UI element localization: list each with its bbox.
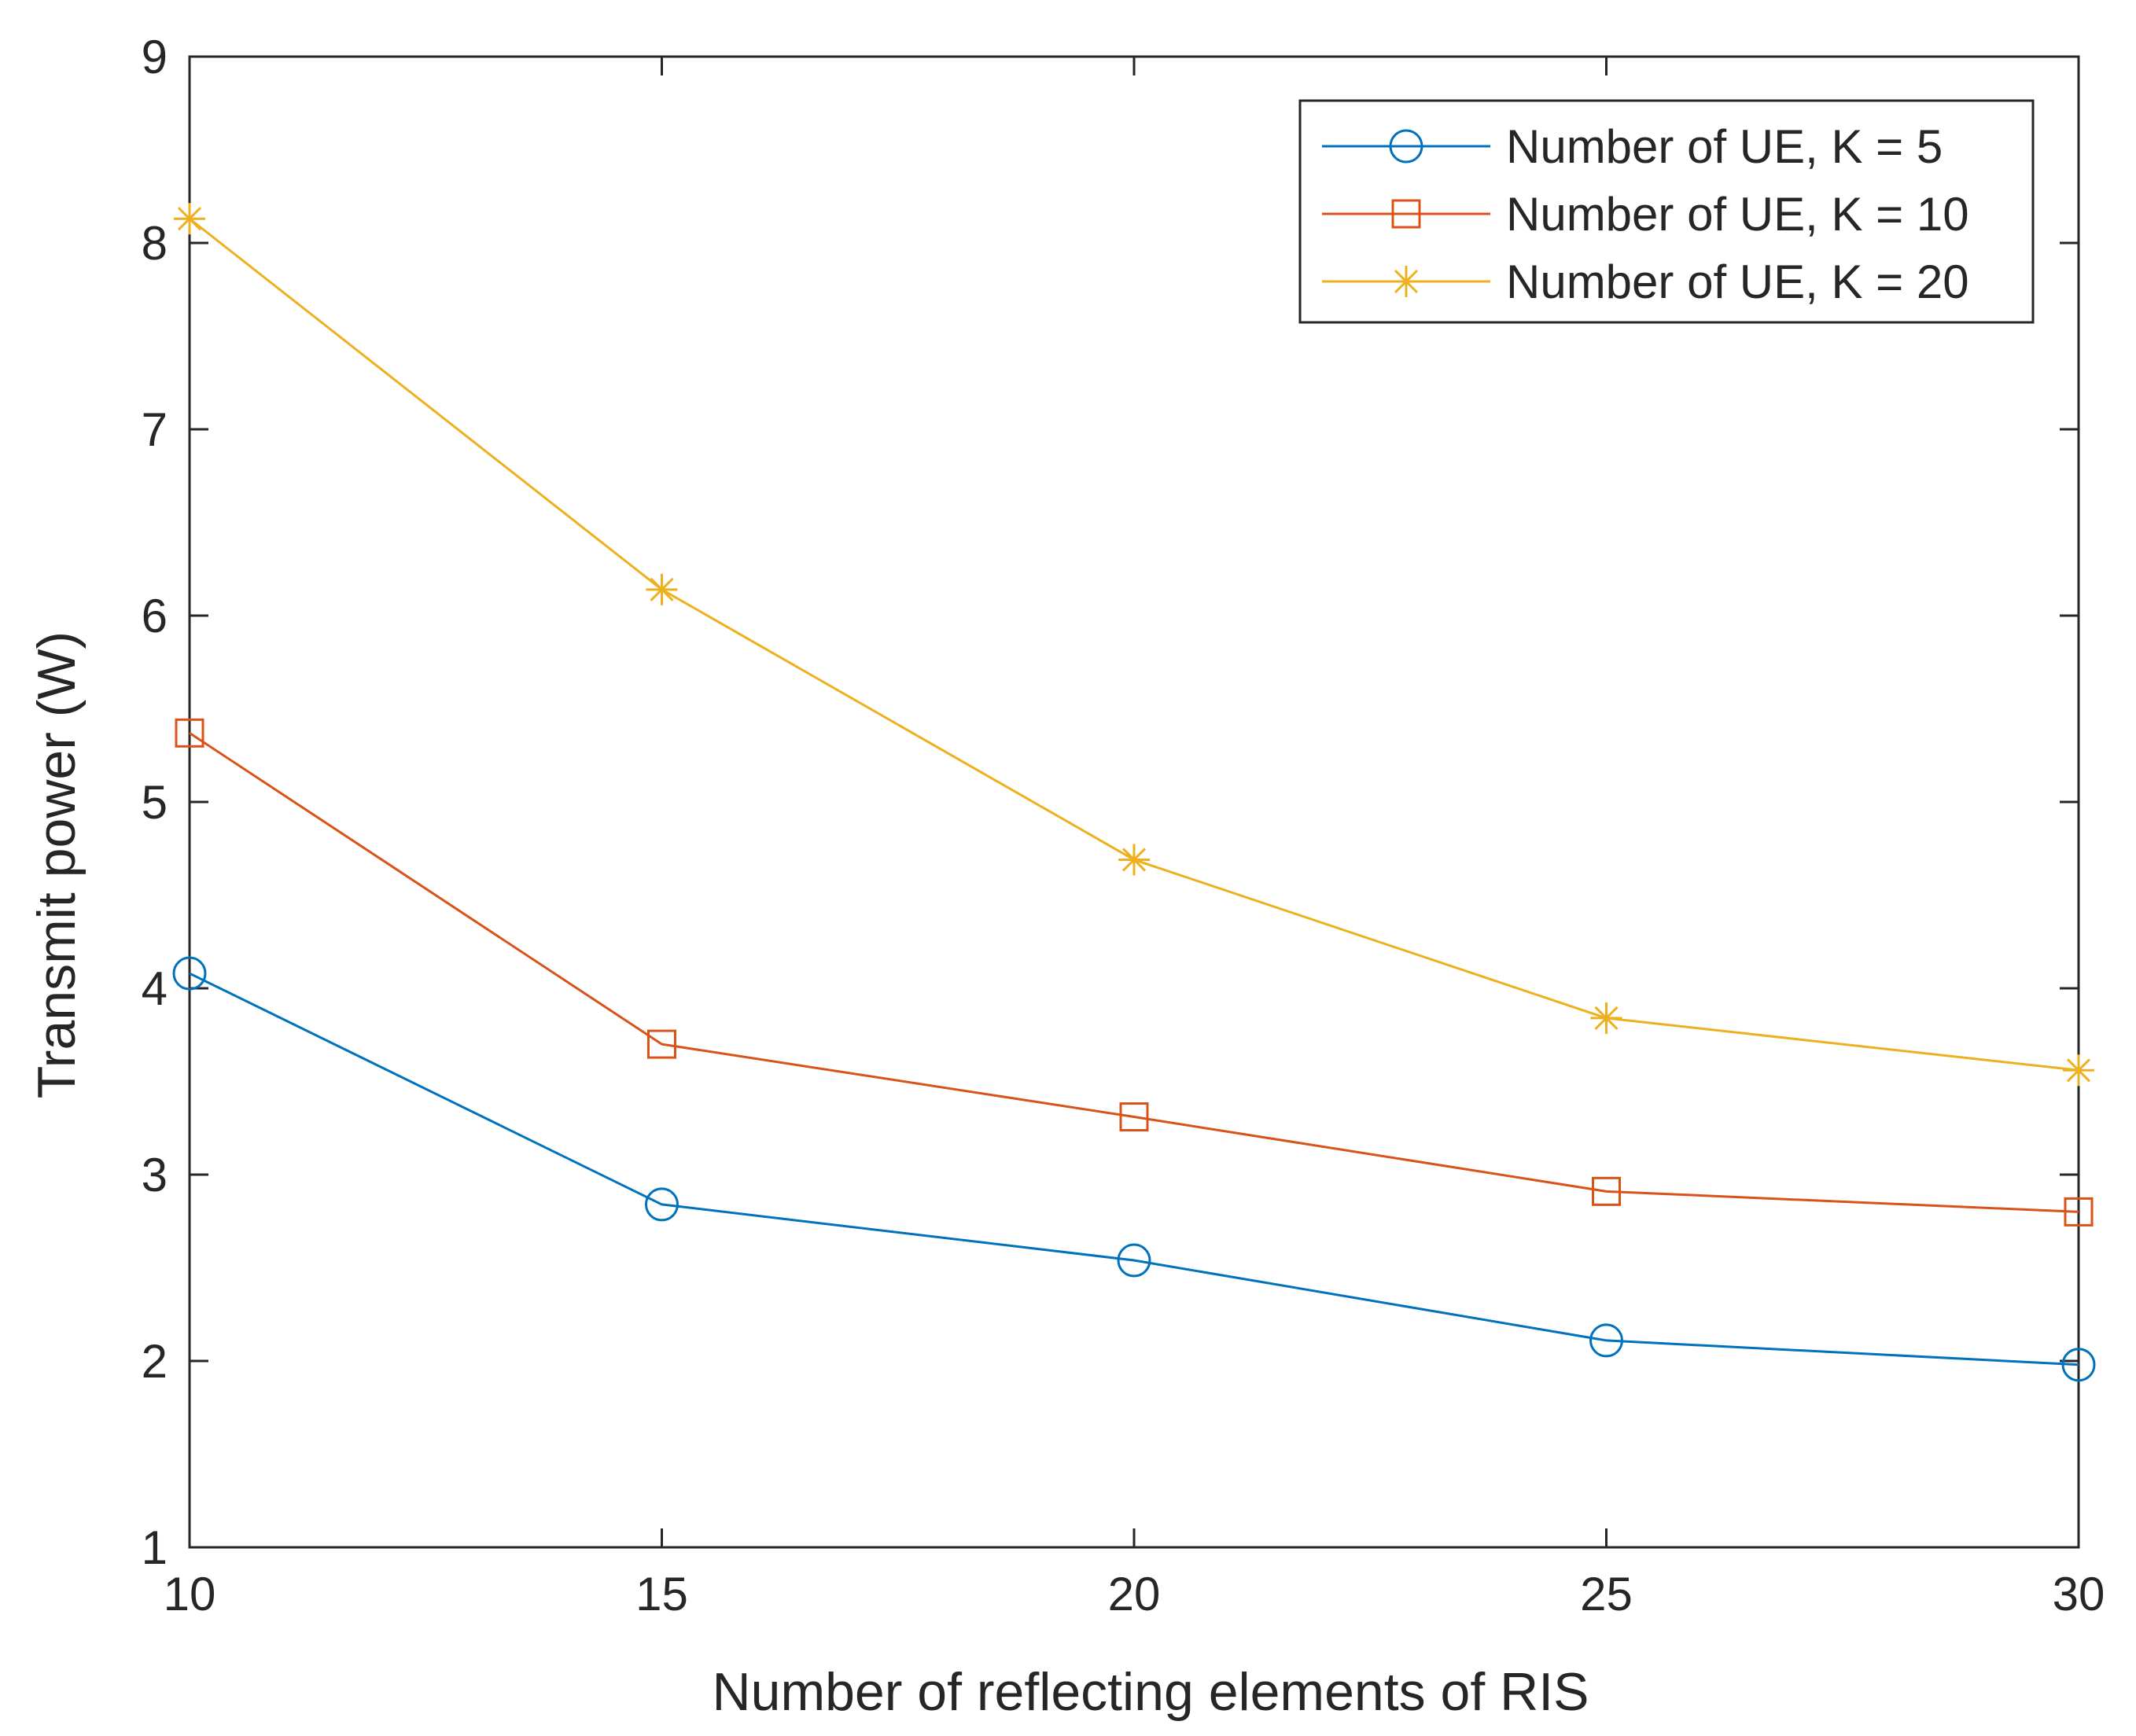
legend-box xyxy=(1298,99,2035,324)
legend-entry: Number of UE, K = 5 xyxy=(1322,120,1943,173)
x-tick-label: 15 xyxy=(635,1568,688,1620)
legend-label: Number of UE, K = 20 xyxy=(1506,256,1969,308)
series-layer xyxy=(172,203,2096,1382)
y-tick-label: 1 xyxy=(142,1521,168,1574)
x-tick-label: 30 xyxy=(2053,1568,2105,1620)
data-point xyxy=(1391,199,1421,229)
series-3 xyxy=(174,203,2094,1087)
series-1 xyxy=(172,956,2096,1382)
data-point xyxy=(2061,1348,2096,1382)
data-point xyxy=(1592,1176,1621,1206)
x-tick-label: 20 xyxy=(1108,1568,1161,1620)
legend-entry: Number of UE, K = 10 xyxy=(1322,188,1969,241)
series-line xyxy=(189,732,2079,1213)
legend-entry: Number of UE, K = 20 xyxy=(1322,256,1969,308)
x-axis-label: Number of reflecting elements of RIS xyxy=(713,1662,1589,1722)
y-tick-label: 7 xyxy=(142,403,168,456)
series-2 xyxy=(175,718,2094,1227)
legend-label: Number of UE, K = 5 xyxy=(1506,120,1943,173)
data-point xyxy=(175,718,204,748)
legend-label: Number of UE, K = 10 xyxy=(1506,188,1969,241)
y-tick-label: 3 xyxy=(142,1149,168,1201)
x-axis: 10 15 20 25 30 xyxy=(164,57,2105,1620)
y-tick-label: 4 xyxy=(142,962,168,1015)
series-line xyxy=(189,972,2079,1366)
y-tick-label: 8 xyxy=(142,217,168,270)
legend: Number of UE, K = 5 Number of UE, K = 10 N… xyxy=(1298,99,2035,324)
y-axis-label: Transmit power (W) xyxy=(27,631,87,1098)
data-point xyxy=(2063,1054,2094,1087)
data-point xyxy=(172,956,207,991)
x-tick-label: 10 xyxy=(164,1568,216,1620)
y-tick-label: 5 xyxy=(142,776,168,829)
y-tick-label: 9 xyxy=(142,31,168,83)
data-point xyxy=(174,203,205,235)
y-axis: 1 2 3 4 5 6 7 8 9 xyxy=(142,31,2079,1574)
data-point xyxy=(2064,1197,2094,1227)
y-tick-label: 2 xyxy=(142,1335,168,1388)
data-point xyxy=(647,1029,676,1059)
data-point xyxy=(1590,1002,1622,1034)
y-tick-label: 6 xyxy=(142,590,168,642)
data-point xyxy=(1589,1323,1623,1358)
data-point xyxy=(646,573,678,605)
data-point xyxy=(1389,129,1423,164)
data-point xyxy=(645,1187,679,1222)
data-point xyxy=(1119,1102,1149,1132)
x-tick-label: 25 xyxy=(1580,1568,1633,1620)
data-point xyxy=(1118,844,1150,876)
data-point xyxy=(1117,1243,1151,1278)
data-point xyxy=(1390,266,1422,297)
